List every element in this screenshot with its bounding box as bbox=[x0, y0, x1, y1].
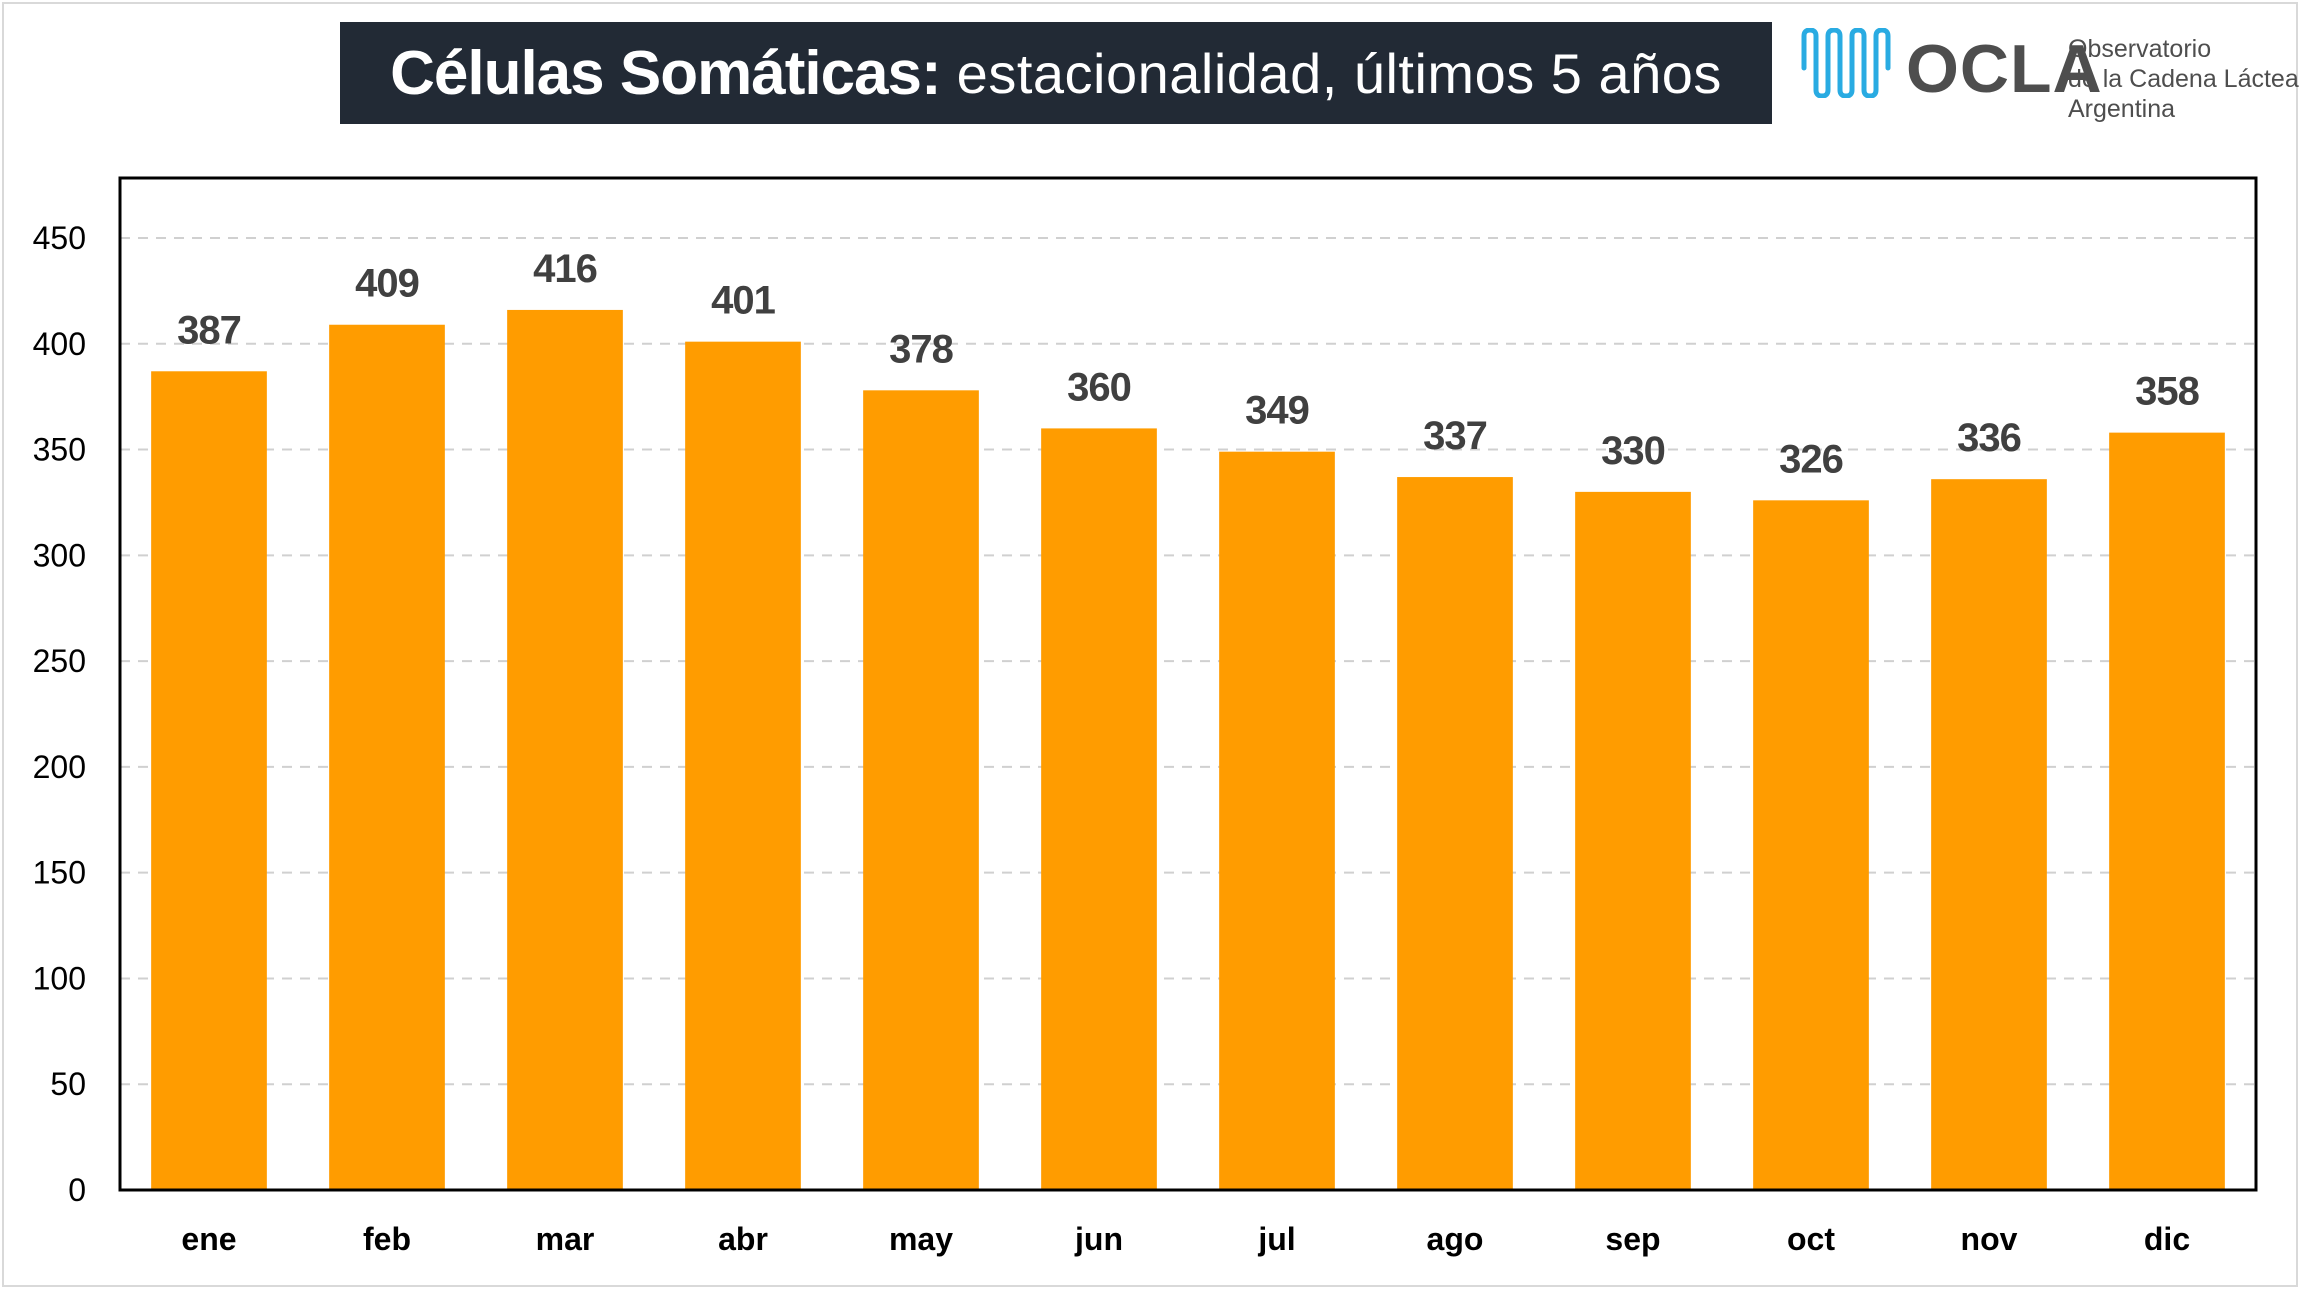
x-tick-label: may bbox=[889, 1221, 953, 1257]
title-rest-part: estacionalidad, últimos 5 años bbox=[956, 41, 1722, 105]
y-axis-ticks: 0 50 100 150 200 250 300 350 400 450 bbox=[33, 220, 86, 1208]
bar-feb bbox=[329, 324, 445, 1190]
x-tick-label: jun bbox=[1074, 1221, 1123, 1257]
data-label: 387 bbox=[177, 308, 241, 352]
x-tick-label: sep bbox=[1605, 1221, 1660, 1257]
logo-subtitle: Observatorio de la Cadena Láctea Argenti… bbox=[2068, 34, 2299, 124]
data-label: 358 bbox=[2135, 370, 2199, 414]
y-tick-label: 100 bbox=[33, 960, 86, 996]
bar-abr bbox=[685, 341, 801, 1190]
milk-wave-icon bbox=[1801, 28, 1891, 98]
logo-line-2: de la Cadena Láctea bbox=[2068, 65, 2299, 93]
x-tick-label: feb bbox=[363, 1221, 411, 1257]
logo-name: OCLA bbox=[1906, 31, 2103, 107]
x-tick-label: nov bbox=[1961, 1221, 2018, 1257]
data-label: 360 bbox=[1067, 365, 1131, 409]
y-tick-label: 300 bbox=[33, 537, 86, 573]
y-tick-label: 250 bbox=[33, 643, 86, 679]
logo-line-1: Observatorio bbox=[2068, 35, 2212, 63]
x-tick-label: mar bbox=[536, 1221, 595, 1257]
bar-may bbox=[863, 390, 979, 1190]
bar-ago bbox=[1397, 477, 1513, 1191]
x-axis-ticks: ene feb mar abr may jun jul ago sep oct nov dic bbox=[181, 1221, 2190, 1257]
data-labels: 387 409 416 401 378 360 349 337 330 326 336 358 bbox=[177, 247, 2200, 481]
data-label: 401 bbox=[711, 279, 775, 323]
x-tick-label: jul bbox=[1257, 1221, 1295, 1257]
data-label: 337 bbox=[1423, 414, 1487, 458]
data-label: 326 bbox=[1779, 437, 1843, 481]
bar-ene bbox=[151, 371, 267, 1190]
bar-nov bbox=[1931, 479, 2047, 1190]
y-tick-label: 350 bbox=[33, 432, 86, 468]
x-tick-label: abr bbox=[718, 1221, 768, 1257]
bar-jul bbox=[1219, 451, 1335, 1190]
plot-area-border bbox=[118, 176, 2258, 1192]
chart-title: Células Somáticas: estacionalidad, últim… bbox=[340, 22, 1772, 124]
y-tick-label: 50 bbox=[50, 1066, 86, 1102]
title-bold-part: Células Somáticas: bbox=[390, 38, 942, 108]
bar-jun bbox=[1041, 428, 1157, 1190]
bar-mar bbox=[507, 309, 623, 1190]
bars bbox=[151, 309, 2225, 1191]
data-label: 336 bbox=[1957, 416, 2021, 460]
x-tick-label: dic bbox=[2144, 1221, 2190, 1257]
x-tick-label: ago bbox=[1427, 1221, 1484, 1257]
bar-dic bbox=[2109, 432, 2225, 1190]
bar-oct bbox=[1753, 500, 1869, 1191]
x-tick-label: ene bbox=[181, 1221, 236, 1257]
logo-line-3: Argentina bbox=[2068, 95, 2176, 123]
data-label: 349 bbox=[1245, 389, 1309, 433]
bar-sep bbox=[1575, 491, 1691, 1190]
y-tick-label: 0 bbox=[68, 1172, 86, 1208]
data-label: 378 bbox=[889, 327, 953, 371]
y-tick-label: 200 bbox=[33, 749, 86, 785]
data-label: 409 bbox=[355, 262, 419, 306]
data-label: 330 bbox=[1601, 429, 1665, 473]
y-tick-label: 150 bbox=[33, 855, 86, 891]
ocla-logo: OCLA Observatorio de la Cadena Láctea Ar… bbox=[1800, 24, 2299, 128]
y-tick-label: 400 bbox=[33, 326, 86, 362]
data-label: 416 bbox=[533, 247, 597, 291]
y-tick-label: 450 bbox=[33, 220, 86, 256]
x-tick-label: oct bbox=[1787, 1221, 1835, 1257]
